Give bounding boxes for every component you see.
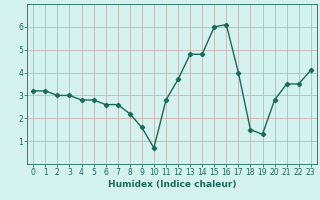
X-axis label: Humidex (Indice chaleur): Humidex (Indice chaleur) <box>108 180 236 189</box>
